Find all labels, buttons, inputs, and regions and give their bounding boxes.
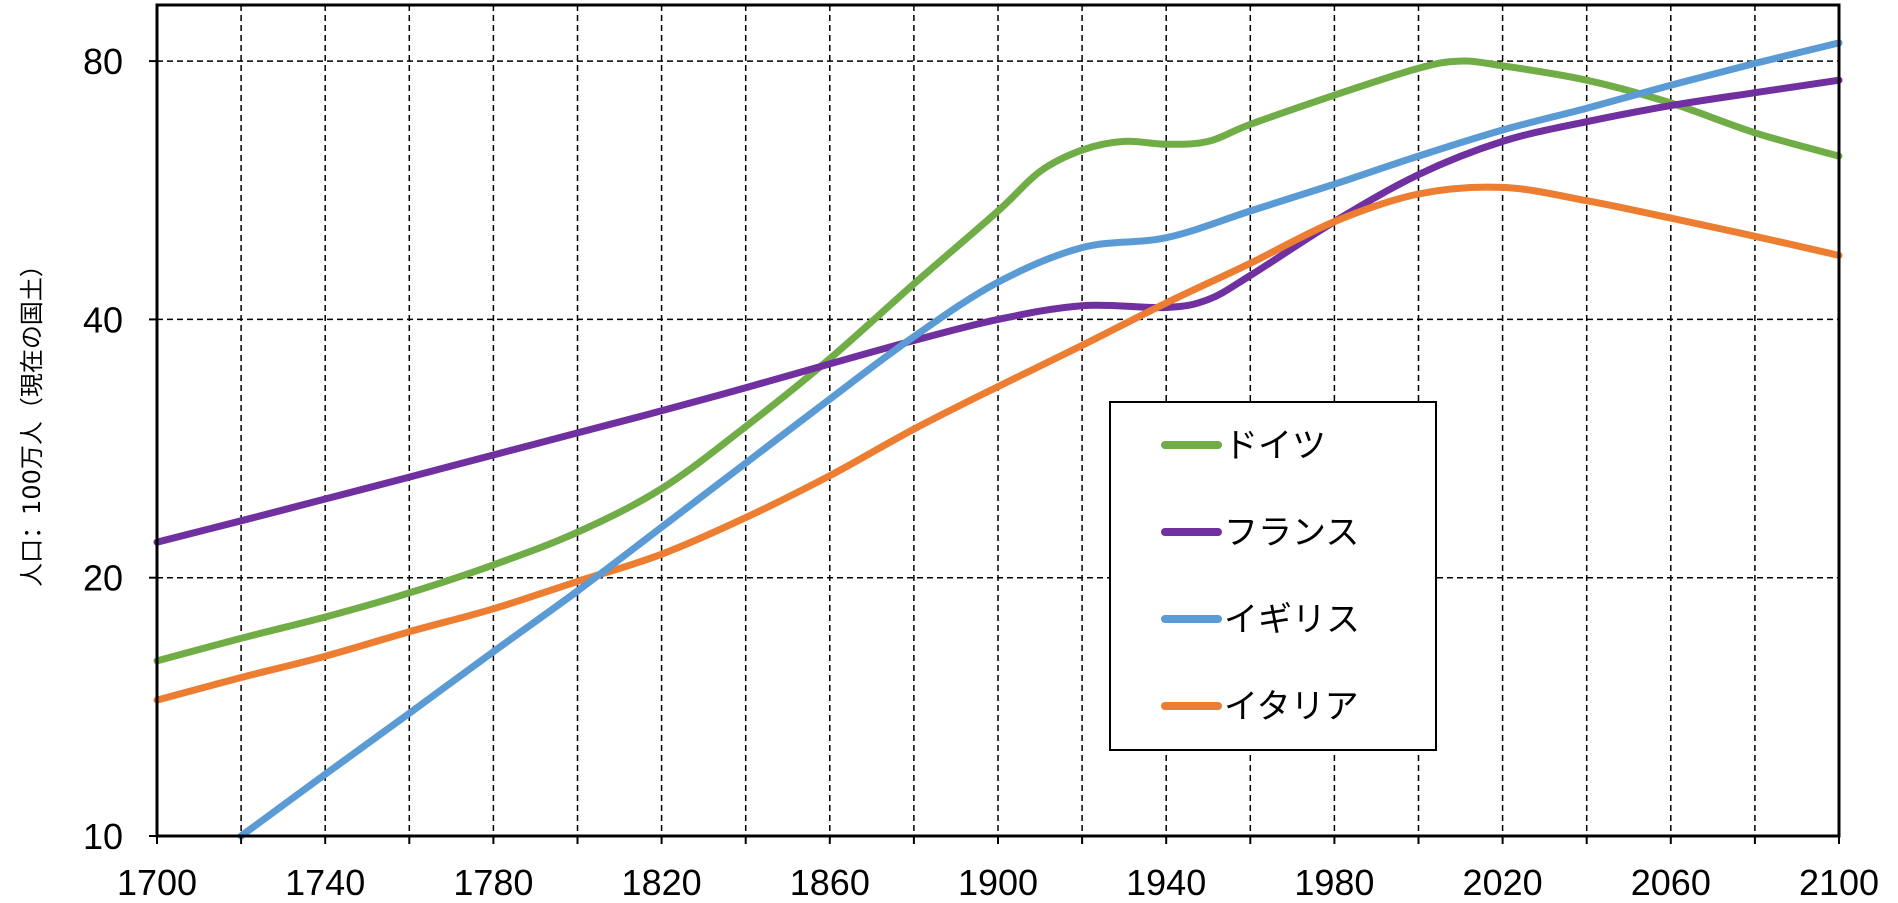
y-tick-label: 80 — [83, 41, 123, 82]
x-tick-label: 1980 — [1294, 862, 1374, 903]
x-tick-label: 2060 — [1631, 862, 1711, 903]
x-tick-label: 1740 — [285, 862, 365, 903]
x-tick-label: 1780 — [453, 862, 533, 903]
x-tick-label: 1900 — [958, 862, 1038, 903]
series-line-2 — [153, 76, 1843, 546]
legend-label: フランス — [1224, 513, 1359, 553]
y-tick-label: 40 — [83, 299, 123, 340]
legend-label: イタリア — [1224, 687, 1359, 727]
series-line-1 — [153, 57, 1843, 665]
x-tick-label: 2100 — [1799, 862, 1879, 903]
x-tick-label: 2020 — [1463, 862, 1543, 903]
y-axis-title: 人口：100万人（現在の国土） — [18, 253, 46, 587]
x-tick-label: 1700 — [117, 862, 197, 903]
x-tick-label: 1860 — [790, 862, 870, 903]
y-tick-label: 10 — [83, 816, 123, 857]
x-tick-label: 1940 — [1126, 862, 1206, 903]
x-tick-label: 1820 — [622, 862, 702, 903]
x-tick-labels: 1700 1740 1780 1820 1860 1900 1940 1980 2020 2060… — [117, 862, 1879, 903]
legend-box — [1109, 401, 1437, 751]
axes — [149, 3, 1841, 844]
series-line-4 — [153, 183, 1843, 704]
legend-label: イギリス — [1224, 600, 1360, 640]
legend-label: ドイツ — [1224, 426, 1326, 466]
y-tick-label: 20 — [83, 558, 123, 599]
y-tick-labels: 10 20 40 80 — [83, 41, 123, 857]
series-line-3 — [237, 39, 1843, 840]
series-lines — [153, 39, 1843, 840]
